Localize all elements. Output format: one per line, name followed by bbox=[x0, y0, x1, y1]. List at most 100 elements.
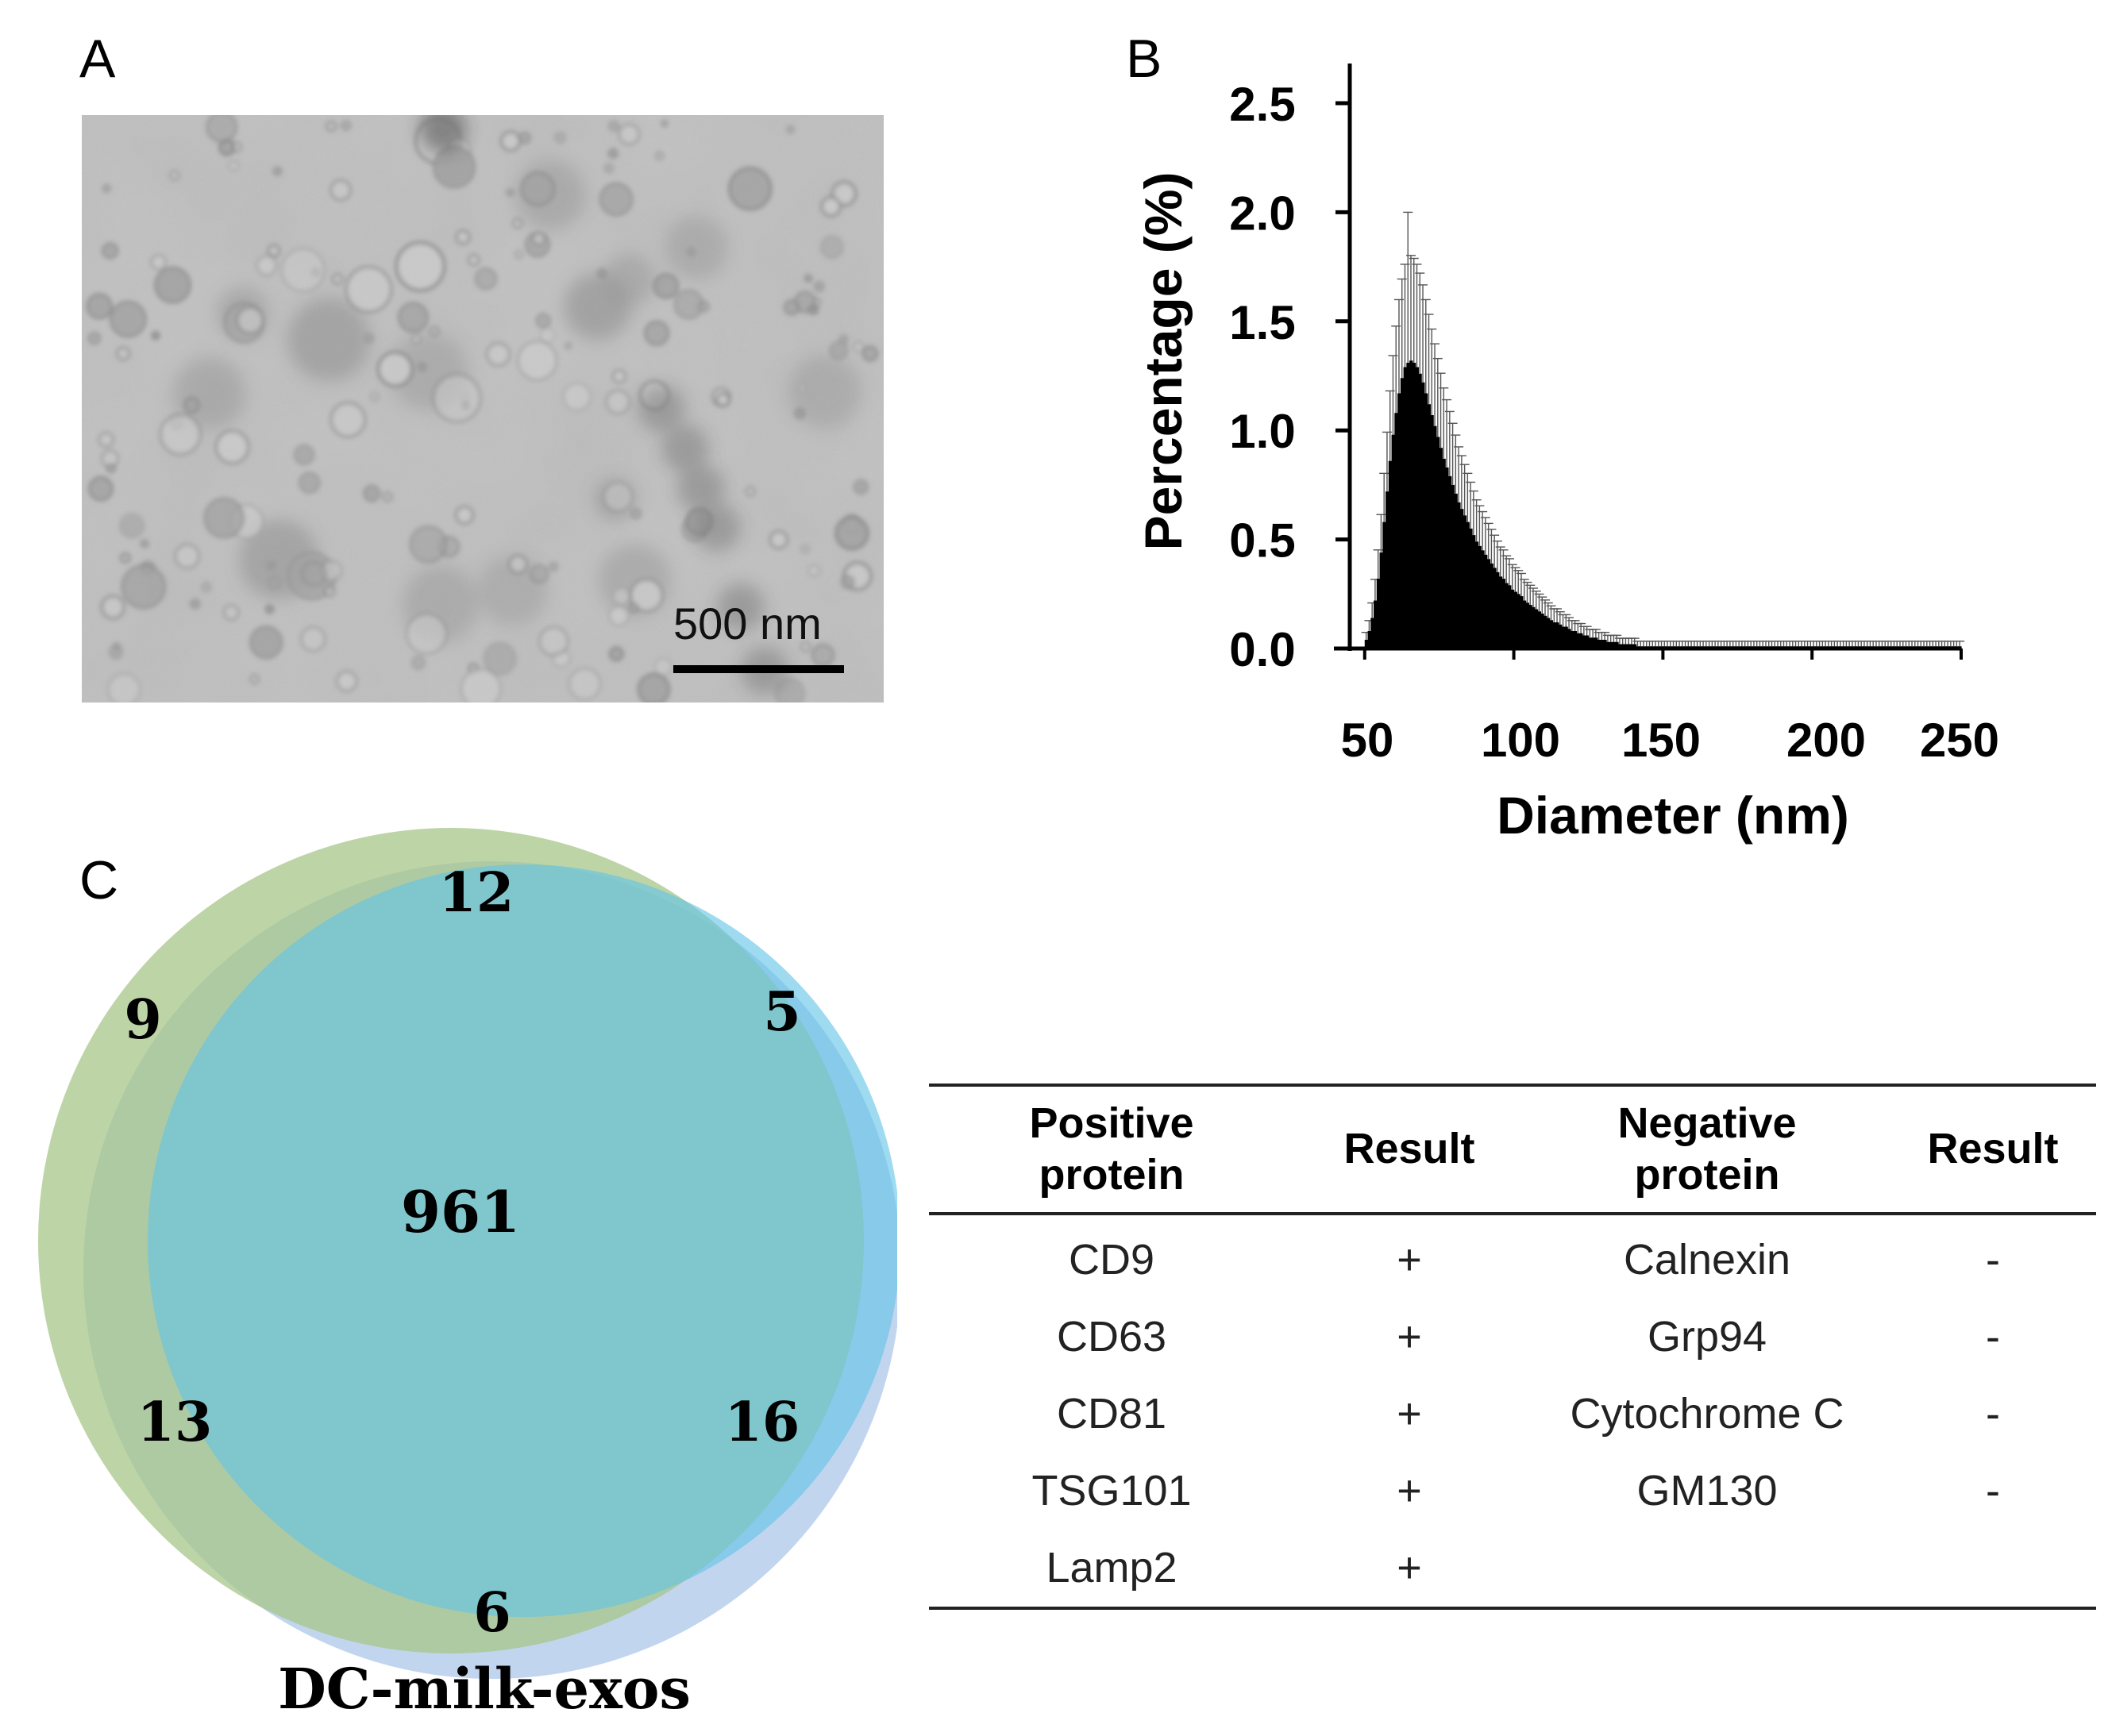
histogram-bar bbox=[1447, 475, 1452, 649]
header-negative-protein: Negative protein bbox=[1617, 1099, 1797, 1199]
venn-diagram: 12 9 5 961 13 16 6 DC-milk-exos bbox=[16, 826, 901, 1723]
histogram-bar bbox=[1630, 644, 1634, 649]
histogram-bar bbox=[1403, 367, 1407, 649]
histogram-bar bbox=[1496, 572, 1500, 649]
y-tick-label: 2.0 bbox=[1229, 187, 1295, 240]
negative-result-cell: - bbox=[1986, 1236, 2000, 1284]
y-tick-label: 1.0 bbox=[1229, 405, 1295, 458]
panel-label-b: B bbox=[1126, 29, 1162, 89]
table-header-row: Positive protein Result Negative protein R… bbox=[929, 1085, 2096, 1214]
histogram-bar bbox=[1606, 641, 1610, 649]
histogram-bar bbox=[1632, 644, 1637, 649]
histogram-bar bbox=[1591, 637, 1595, 649]
histogram-bar bbox=[1400, 378, 1405, 649]
histogram-bar bbox=[1484, 554, 1488, 649]
histogram-bar bbox=[1469, 528, 1473, 649]
header-result-positive: Result bbox=[1343, 1125, 1475, 1173]
negative-result-cell: - bbox=[1986, 1313, 2000, 1361]
histogram-bar bbox=[1552, 622, 1556, 649]
venn-region-right: 5 bbox=[763, 980, 800, 1044]
histogram-bar bbox=[1486, 559, 1491, 649]
histogram-bar bbox=[1427, 404, 1432, 649]
histogram-bar bbox=[1544, 615, 1547, 649]
histogram-bar bbox=[1493, 568, 1497, 649]
venn-region-lower-left: 13 bbox=[137, 1391, 213, 1454]
scale-bar bbox=[673, 665, 844, 673]
table-row: CD9 + Calnexin - bbox=[929, 1214, 2096, 1299]
histogram-bar bbox=[1466, 522, 1470, 649]
y-tick-label: 0.0 bbox=[1229, 623, 1295, 676]
positive-protein-cell: TSG101 bbox=[1031, 1467, 1192, 1515]
histogram-bar bbox=[1540, 614, 1544, 649]
y-tick-label: 1.5 bbox=[1229, 296, 1295, 349]
negative-protein-cell: Cytochrome C bbox=[1570, 1390, 1844, 1438]
histogram-bar bbox=[1412, 363, 1416, 649]
histogram-bar bbox=[1376, 579, 1381, 649]
positive-protein-cell: CD81 bbox=[1056, 1390, 1167, 1438]
venn-region-center: 961 bbox=[401, 1178, 520, 1245]
histogram-bar bbox=[1388, 460, 1393, 649]
scale-bar-label: 500 nm bbox=[673, 599, 822, 649]
histogram-bar bbox=[1627, 644, 1631, 649]
histogram-bar bbox=[1582, 635, 1586, 649]
histogram-bar bbox=[1600, 640, 1604, 649]
histogram-bar bbox=[1522, 600, 1527, 649]
positive-result-cell: + bbox=[1397, 1236, 1422, 1284]
histogram-bar bbox=[1442, 458, 1446, 649]
histogram-bar bbox=[1394, 413, 1398, 649]
histogram-bar bbox=[1576, 633, 1580, 649]
histogram-bar bbox=[1463, 515, 1467, 649]
histogram-bar bbox=[1549, 620, 1554, 649]
histogram-bar bbox=[1409, 360, 1413, 649]
histogram-bar bbox=[1567, 629, 1571, 649]
histogram-bar bbox=[1459, 509, 1464, 649]
x-tick-label: 200 bbox=[1786, 714, 1866, 767]
histogram-bar bbox=[1555, 622, 1559, 649]
histogram-bar bbox=[1505, 583, 1509, 649]
tem-micrograph bbox=[82, 115, 884, 702]
histogram-bar bbox=[1374, 600, 1378, 649]
histogram-bar bbox=[1624, 644, 1628, 649]
negative-protein-cell: GM130 bbox=[1636, 1467, 1778, 1515]
histogram-bar bbox=[1570, 631, 1574, 649]
venn-region-top: 12 bbox=[439, 861, 515, 925]
histogram-bar bbox=[1382, 522, 1386, 649]
histogram-bar bbox=[1561, 626, 1566, 649]
histogram-bar bbox=[1439, 448, 1443, 649]
histogram-bar bbox=[1573, 631, 1578, 649]
histogram-bar bbox=[1367, 631, 1371, 649]
positive-result-cell: + bbox=[1397, 1544, 1422, 1592]
x-tick-label: 250 bbox=[1920, 714, 1999, 767]
histogram-bar bbox=[1546, 618, 1551, 649]
histogram-bar bbox=[1609, 641, 1613, 649]
positive-protein-cell: Lamp2 bbox=[1046, 1544, 1177, 1592]
x-tick-label: 150 bbox=[1621, 714, 1701, 767]
histogram-bar bbox=[1406, 363, 1410, 649]
venn-region-lower-right: 16 bbox=[725, 1391, 800, 1454]
histogram-bar bbox=[1445, 467, 1449, 649]
venn-region-bottom: 6 bbox=[473, 1581, 511, 1645]
histogram-bar bbox=[1579, 633, 1583, 649]
table-row: TSG101 + GM130 - bbox=[929, 1453, 2096, 1530]
histogram-bar bbox=[1386, 491, 1389, 649]
venn-set-blue bbox=[148, 864, 900, 1617]
histogram-bar bbox=[1564, 626, 1568, 649]
histogram-bar bbox=[1433, 425, 1437, 649]
histogram-bar bbox=[1558, 624, 1563, 649]
x-tick-label: 50 bbox=[1341, 714, 1394, 767]
positive-protein-cell: CD63 bbox=[1056, 1313, 1167, 1361]
histogram-bar bbox=[1612, 641, 1616, 649]
histogram-bar bbox=[1472, 535, 1476, 649]
histogram-bar bbox=[1474, 541, 1479, 649]
histogram-bar bbox=[1618, 644, 1622, 649]
histogram-bar bbox=[1510, 589, 1515, 649]
histogram-bar bbox=[1520, 596, 1524, 649]
histogram-bar bbox=[1418, 373, 1422, 649]
histogram-bar bbox=[1424, 393, 1428, 649]
histogram-bar bbox=[1534, 609, 1539, 649]
positive-protein-cell: CD9 bbox=[1068, 1236, 1155, 1284]
histogram-bar bbox=[1537, 611, 1541, 649]
histogram-bar bbox=[1517, 594, 1520, 649]
histogram-bar bbox=[1457, 502, 1461, 649]
venn-caption: DC-milk-exos bbox=[278, 1656, 691, 1722]
